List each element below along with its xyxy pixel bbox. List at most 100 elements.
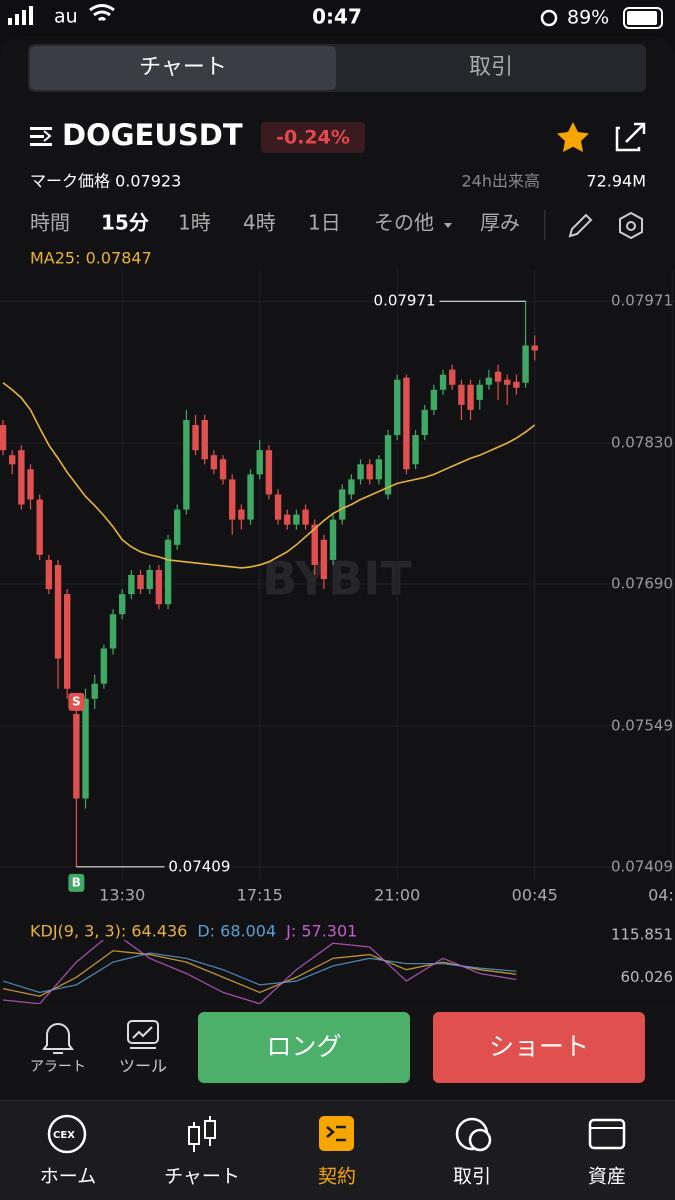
contract-icon[interactable] [319,1116,354,1151]
signal [8,6,33,25]
candle-body [476,384,483,400]
tool-icon[interactable] [127,1020,159,1044]
interval[interactable]: 4時 [243,211,276,235]
cex: CEX [53,1130,75,1141]
y-tick-label: 0.07971 [611,292,673,310]
draw-icon[interactable] [568,213,593,238]
symbol[interactable]: DOGEUSDT [62,118,243,152]
candle-body [45,559,53,590]
candle-body [100,648,108,684]
menu-icon[interactable] [30,127,52,146]
tool[interactable]: ツール [119,1057,167,1076]
long[interactable]: ロング [266,1032,341,1061]
candle-body [137,575,144,590]
kdj-line [2,952,517,994]
separator [544,210,546,240]
contract-icon[interactable] [326,1125,346,1142]
nav-item[interactable]: 資産 [588,1166,626,1188]
settings-icon[interactable] [626,221,636,231]
candle-body [494,371,502,382]
price-chart: 13:30 17:15 21:00 00:45 04: 0.07971 0.07830 0.0… [0,270,675,905]
clock: 0:47 [312,5,362,29]
candle-body [155,569,163,605]
favorite-icon[interactable] [557,122,589,152]
candle-body [54,564,62,659]
home-icon[interactable] [47,1114,87,1154]
candle-body [522,345,529,383]
candle-body [403,377,410,470]
candle-body [8,455,16,465]
ma-label: MA25: 0.07847 [30,249,152,268]
app-frame [0,36,675,1100]
tab-active[interactable] [30,46,336,90]
candle-body [284,514,291,525]
legend-label: KDJ(9, 3, 3): 64.436 [30,922,187,941]
kdj-chart: 115.851 60.026 KDJ(9, 3, 3): 64.436 D: 68.0… [2,922,673,1004]
candle-body [513,381,520,388]
kdj-line [2,940,517,1004]
candle-body [219,459,227,480]
nav-item[interactable]: チャート [164,1166,240,1188]
tab[interactable]: チャート [139,55,227,80]
candle-body [320,539,328,580]
tab[interactable]: 取引 [469,55,513,80]
candle-body [210,455,218,470]
interval[interactable]: 厚み [480,211,520,235]
candle-body [238,509,245,520]
candle-body [504,379,511,385]
candle-body [229,479,236,520]
battery-level [627,11,657,25]
candle-body [357,464,364,480]
short[interactable]: ショート [489,1032,589,1061]
nav-item[interactable]: 取引 [453,1166,491,1188]
candle-body [164,539,172,605]
candle-body [302,509,309,525]
candle-body [467,384,474,410]
candle-body [63,594,71,689]
nav-item-active[interactable]: 契約 [318,1166,356,1188]
sell-marker [68,692,85,711]
nav-item[interactable]: ホーム [40,1166,96,1188]
interval[interactable]: その他 [374,211,434,235]
chart-icon[interactable] [204,1120,216,1139]
max-label: 0.07971 [374,292,436,310]
candle-body [293,514,300,525]
ma-line [2,382,536,569]
carrier: au [54,6,78,28]
settings-icon[interactable] [619,211,643,240]
candle-body [439,374,447,390]
share-icon[interactable] [615,122,646,152]
alert-icon[interactable] [42,1023,74,1054]
buy-marker [68,873,85,892]
candle-body [201,419,208,460]
sell-marker-label: S [72,694,81,708]
long-button[interactable] [198,1012,410,1083]
assets-icon[interactable] [588,1118,626,1150]
alarm-icon [540,9,558,27]
chart-icon[interactable] [188,1126,200,1145]
trade-icon[interactable] [468,1128,492,1152]
candle-body [174,509,181,545]
alert[interactable]: アラート [30,1059,86,1075]
short-button[interactable] [433,1012,645,1083]
nav-border [0,1100,675,1101]
volume: 72.94M [586,172,646,191]
candle-body [146,569,153,590]
interval[interactable]: 時間 [30,211,70,235]
candle-body [329,519,337,560]
candle-body [274,494,282,520]
change-badge [261,122,365,153]
candle-body [265,450,273,495]
y-tick-label: 0.07549 [611,716,673,734]
interval-active[interactable]: 15分 [101,211,149,235]
interval[interactable]: 1日 [308,211,341,235]
x-tick-label: 17:15 [237,886,283,905]
interval[interactable]: 1時 [178,211,211,235]
tool-icon[interactable] [130,1026,156,1049]
candle-body [36,499,43,555]
candle-body [183,419,190,510]
y-tick-label: 115.851 [611,925,673,943]
candle-body [128,575,135,595]
candle-body [0,425,7,451]
x-tick-label: 04: [648,886,674,905]
